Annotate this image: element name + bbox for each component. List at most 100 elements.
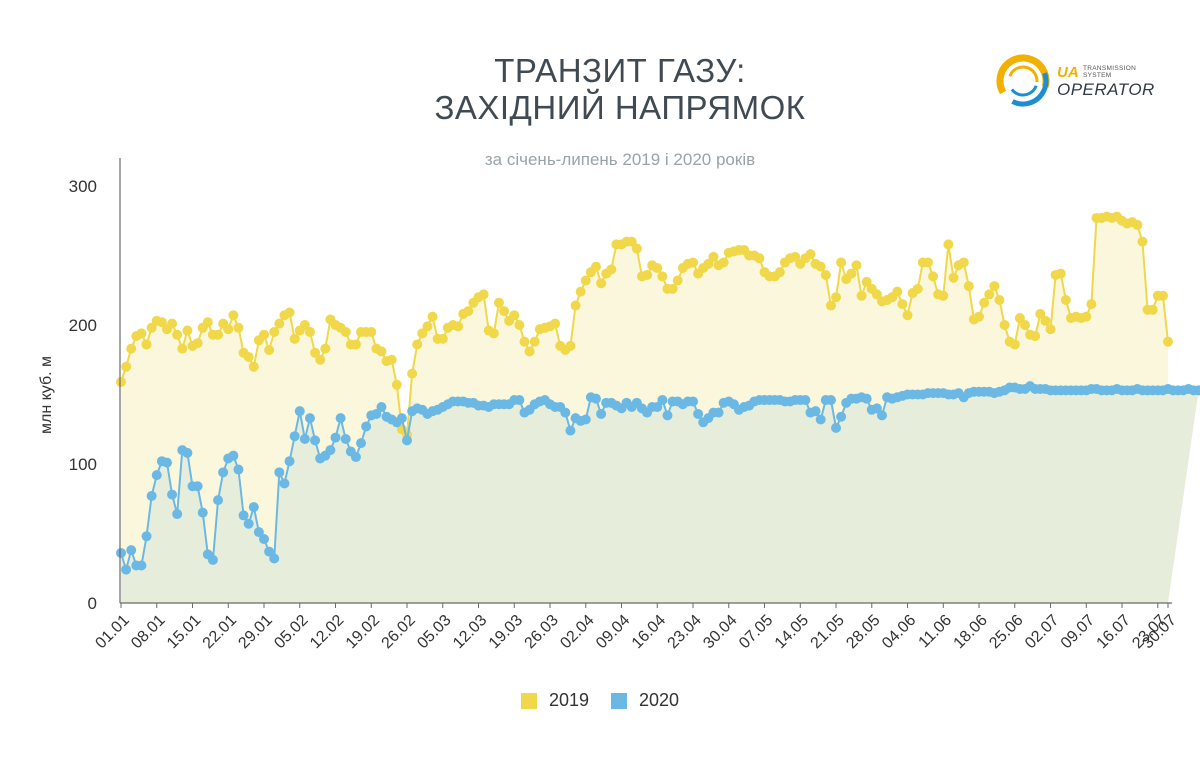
- data-point: [177, 343, 188, 354]
- x-tick-label: 09.04: [593, 612, 633, 652]
- data-point: [146, 490, 157, 501]
- x-tick-label: 11.06: [916, 612, 956, 652]
- legend-item-2019: 2019: [520, 690, 589, 711]
- x-tick-label: 15.01: [164, 612, 204, 652]
- data-point: [182, 325, 193, 336]
- chart-title-block: ТРАНЗИТ ГАЗУ: ЗАХІДНИЙ НАПРЯМОК за січен…: [0, 52, 1200, 170]
- data-point: [126, 343, 137, 354]
- data-point: [657, 271, 668, 282]
- x-tick-label: 28.05: [843, 612, 883, 652]
- data-point: [223, 324, 234, 335]
- data-point: [304, 413, 315, 424]
- x-tick-label: 05.03: [414, 612, 454, 652]
- data-point: [330, 432, 341, 443]
- data-point: [693, 408, 704, 419]
- data-point: [1147, 304, 1158, 315]
- data-point: [514, 320, 525, 330]
- data-point: [631, 243, 642, 254]
- chart-subtitle: за січень-липень 2019 і 2020 років: [484, 150, 756, 169]
- data-point: [989, 281, 1000, 292]
- data-point: [948, 272, 959, 283]
- series-points-2019: [116, 211, 1173, 440]
- data-point: [713, 407, 724, 418]
- logo-operator-text: OPERATOR: [1057, 80, 1155, 99]
- y-axis-label: млн куб. м: [38, 356, 55, 434]
- data-point: [524, 346, 535, 357]
- data-point: [233, 464, 244, 475]
- chart-title-line-2: ЗАХІДНИЙ НАПРЯМОК: [434, 89, 806, 126]
- data-point: [499, 306, 510, 317]
- x-tick-label: 04.06: [879, 612, 919, 652]
- ua-operator-logo: UA TRANSMISSION SYSTEM OPERATOR: [995, 52, 1165, 110]
- data-point: [519, 336, 530, 347]
- data-point: [141, 339, 152, 350]
- data-point: [1030, 331, 1041, 342]
- data-point: [161, 457, 172, 468]
- data-point: [136, 328, 147, 339]
- data-point: [1014, 313, 1025, 324]
- data-point: [320, 343, 331, 354]
- x-tick-label: 25.06: [986, 612, 1026, 652]
- logo-small-text: TRANSMISSION SYSTEM: [1083, 65, 1136, 79]
- data-point: [116, 376, 126, 387]
- data-point: [289, 431, 300, 442]
- data-point: [274, 318, 285, 329]
- x-tick-label: 02.04: [557, 612, 597, 652]
- data-point: [642, 269, 653, 280]
- data-point: [289, 333, 300, 344]
- data-point: [606, 264, 617, 275]
- data-point: [1157, 290, 1168, 301]
- legend-label-2019: 2019: [548, 690, 589, 710]
- data-point: [943, 239, 954, 250]
- data-point: [963, 281, 974, 292]
- chart-legend: 2019 2020: [0, 690, 1200, 711]
- x-tick-label: 29.01: [235, 612, 275, 652]
- data-point: [580, 414, 591, 425]
- logo-ring-icon: [996, 54, 1050, 108]
- data-point: [718, 257, 729, 268]
- data-point: [197, 507, 208, 518]
- data-point: [116, 547, 126, 558]
- y-tick-label: 300: [69, 177, 97, 196]
- data-point: [688, 257, 699, 268]
- data-point: [259, 534, 269, 545]
- data-point: [310, 435, 321, 446]
- data-point: [672, 275, 683, 286]
- data-point: [662, 410, 673, 421]
- legend-label-2020: 2020: [639, 690, 680, 710]
- data-point: [994, 294, 1005, 305]
- logo-ua-text: UA: [1057, 64, 1079, 81]
- x-tick-label: 19.02: [343, 612, 383, 652]
- data-point: [1086, 299, 1097, 310]
- x-tick-label: 23.04: [665, 612, 705, 652]
- data-point: [590, 393, 601, 404]
- data-point: [831, 292, 842, 303]
- data-point: [376, 402, 387, 413]
- data-point: [652, 402, 663, 413]
- data-point: [596, 408, 607, 419]
- data-point: [1035, 308, 1046, 319]
- data-point: [984, 289, 995, 300]
- data-point: [575, 286, 586, 297]
- data-point: [590, 261, 601, 272]
- data-point: [453, 321, 464, 332]
- x-tick-label: 01.01: [92, 612, 132, 652]
- x-tick-label: 18.06: [951, 612, 991, 652]
- data-point: [851, 260, 862, 271]
- data-point: [667, 283, 678, 294]
- data-point: [437, 333, 448, 344]
- y-tick-label: 200: [69, 316, 97, 335]
- x-tick-label: 21.05: [808, 612, 848, 652]
- data-point: [550, 318, 561, 329]
- data-point: [264, 546, 275, 557]
- data-point: [274, 467, 285, 478]
- data-point: [233, 322, 244, 333]
- data-point: [213, 495, 224, 506]
- data-point: [657, 395, 668, 406]
- data-point: [121, 564, 132, 575]
- data-point: [192, 481, 203, 492]
- x-tick-label: 08.01: [128, 612, 168, 652]
- data-point: [509, 310, 520, 321]
- data-point: [151, 470, 162, 481]
- data-point: [1137, 236, 1148, 247]
